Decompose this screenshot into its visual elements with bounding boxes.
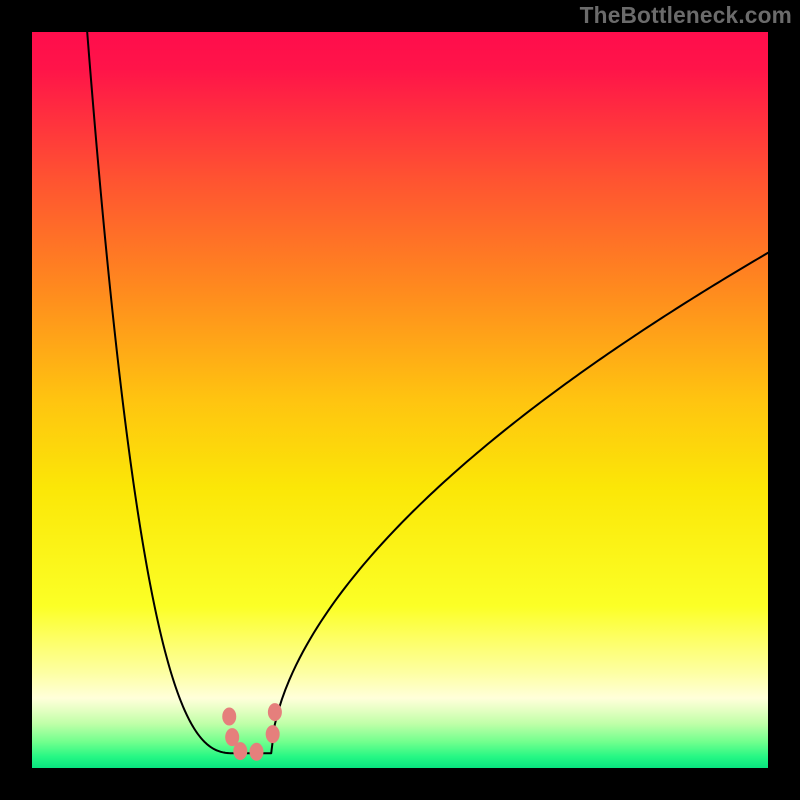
watermark-text: TheBottleneck.com	[580, 2, 792, 29]
marker-dot	[233, 742, 247, 760]
marker-dot	[266, 725, 280, 743]
marker-dot	[268, 703, 282, 721]
bottleneck-chart	[32, 32, 768, 768]
gradient-background	[32, 32, 768, 768]
marker-dot	[222, 707, 236, 725]
marker-dot	[249, 743, 263, 761]
